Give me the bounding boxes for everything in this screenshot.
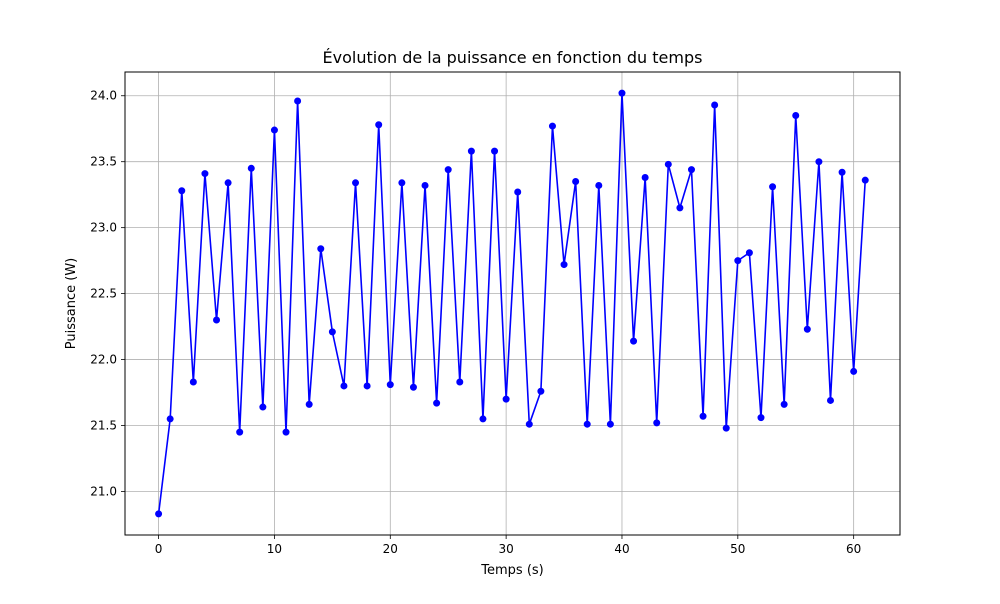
data-point — [456, 378, 464, 386]
data-point — [664, 160, 672, 168]
y-tick-label: 21.5 — [90, 419, 117, 433]
data-point — [745, 249, 753, 257]
data-point — [780, 400, 788, 408]
data-point — [247, 164, 255, 172]
data-point — [363, 382, 371, 390]
data-point — [560, 261, 568, 269]
data-point — [166, 415, 174, 423]
data-point — [479, 415, 487, 423]
data-point — [618, 89, 626, 97]
data-point — [838, 168, 846, 176]
data-point — [572, 177, 580, 185]
data-point — [294, 97, 302, 105]
data-point — [699, 412, 707, 420]
data-point — [514, 188, 522, 196]
x-tick-label: 10 — [267, 542, 282, 556]
data-point — [433, 399, 441, 407]
data-point — [676, 204, 684, 212]
data-point — [548, 122, 556, 130]
x-tick-label: 20 — [383, 542, 398, 556]
data-point — [386, 381, 394, 389]
data-point — [270, 126, 278, 134]
data-point — [525, 420, 533, 428]
data-point — [317, 245, 325, 253]
x-tick-label: 40 — [614, 542, 629, 556]
data-point — [155, 510, 163, 518]
data-point — [606, 420, 614, 428]
x-tick-label: 60 — [846, 542, 861, 556]
data-point — [491, 147, 499, 155]
data-point — [201, 170, 209, 178]
y-tick-label: 22.5 — [90, 287, 117, 301]
data-point — [375, 121, 383, 129]
data-point — [815, 158, 823, 166]
series-layer — [155, 89, 869, 518]
ticks: 0 10 20 30 40 50 60 21.0 21.5 22.0 22.5 23.0 23.5 24.… — [90, 89, 861, 556]
data-point — [236, 428, 244, 436]
data-point — [409, 383, 417, 391]
data-point — [259, 403, 267, 411]
y-tick-label: 21.0 — [90, 484, 117, 498]
data-point — [398, 179, 406, 187]
data-point — [189, 378, 197, 386]
x-axis-label: Temps (s) — [480, 563, 543, 578]
x-tick-label: 50 — [730, 542, 745, 556]
data-point — [537, 387, 545, 395]
x-tick-label: 0 — [155, 542, 163, 556]
data-point — [722, 424, 730, 432]
data-point — [340, 382, 348, 390]
data-point — [328, 328, 336, 336]
data-point — [595, 181, 603, 189]
data-point — [792, 112, 800, 120]
y-axis-label: Puissance (W) — [64, 258, 79, 350]
y-tick-label: 23.5 — [90, 155, 117, 169]
data-point — [757, 414, 765, 422]
y-tick-label: 22.0 — [90, 353, 117, 367]
data-point — [305, 400, 313, 408]
data-point — [421, 181, 429, 189]
data-point — [861, 176, 869, 184]
data-point — [826, 396, 834, 404]
data-point — [641, 174, 649, 182]
data-point — [653, 419, 661, 427]
data-point — [444, 166, 452, 174]
data-point — [630, 337, 638, 345]
y-tick-label: 24.0 — [90, 89, 117, 103]
data-point — [502, 395, 510, 403]
data-point — [224, 179, 232, 187]
data-point — [769, 183, 777, 191]
data-point — [467, 147, 475, 155]
data-point — [734, 257, 742, 265]
data-point — [687, 166, 695, 174]
data-point — [178, 187, 186, 195]
data-point — [850, 367, 858, 375]
data-point — [213, 316, 221, 324]
data-point — [282, 428, 290, 436]
data-point — [583, 420, 591, 428]
data-point — [803, 325, 811, 333]
plot-frame — [124, 71, 901, 536]
x-tick-label: 30 — [498, 542, 513, 556]
chart-title: Évolution de la puissance en fonction du… — [323, 48, 703, 67]
data-point — [711, 101, 719, 109]
data-point — [352, 179, 360, 187]
y-tick-label: 23.0 — [90, 221, 117, 235]
